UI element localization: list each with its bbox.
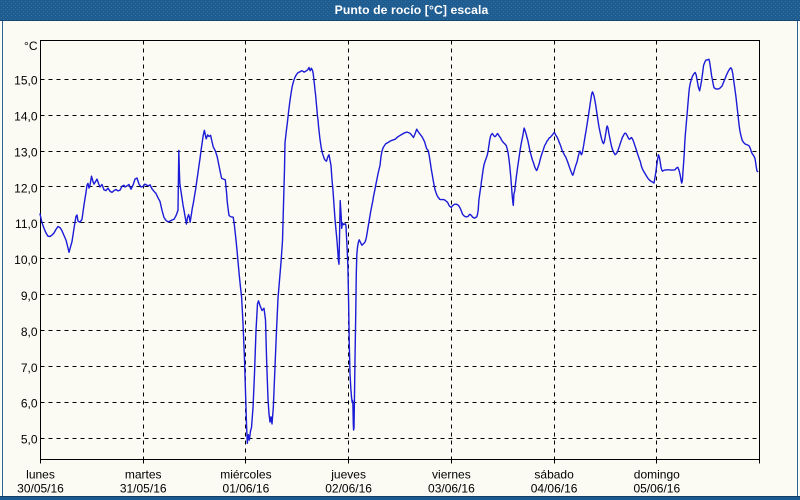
svg-text:viernes: viernes (432, 468, 471, 482)
svg-text:12,0: 12,0 (14, 181, 38, 195)
svg-text:04/06/16: 04/06/16 (531, 482, 578, 496)
svg-text:martes: martes (125, 468, 162, 482)
svg-text:10,0: 10,0 (14, 253, 38, 267)
svg-text:31/05/16: 31/05/16 (120, 482, 167, 496)
svg-text:05/06/16: 05/06/16 (633, 482, 680, 496)
svg-text:15,0: 15,0 (14, 74, 38, 88)
svg-text:miércoles: miércoles (220, 468, 271, 482)
svg-text:13,0: 13,0 (14, 145, 38, 159)
svg-text:30/05/16: 30/05/16 (17, 482, 64, 496)
svg-text:6,0: 6,0 (21, 397, 38, 411)
svg-text:03/06/16: 03/06/16 (428, 482, 475, 496)
svg-text:01/06/16: 01/06/16 (223, 482, 270, 496)
svg-text:domingo: domingo (634, 468, 680, 482)
svg-text:sábado: sábado (534, 468, 574, 482)
svg-text:14,0: 14,0 (14, 110, 38, 124)
svg-text:°C: °C (24, 39, 38, 53)
svg-text:11,0: 11,0 (15, 217, 38, 231)
svg-text:02/06/16: 02/06/16 (325, 482, 372, 496)
svg-text:lunes: lunes (26, 468, 55, 482)
svg-text:9,0: 9,0 (21, 289, 38, 303)
svg-text:5,0: 5,0 (21, 433, 38, 447)
svg-text:8,0: 8,0 (21, 325, 38, 339)
svg-text:jueves: jueves (330, 468, 366, 482)
svg-text:7,0: 7,0 (21, 361, 38, 375)
